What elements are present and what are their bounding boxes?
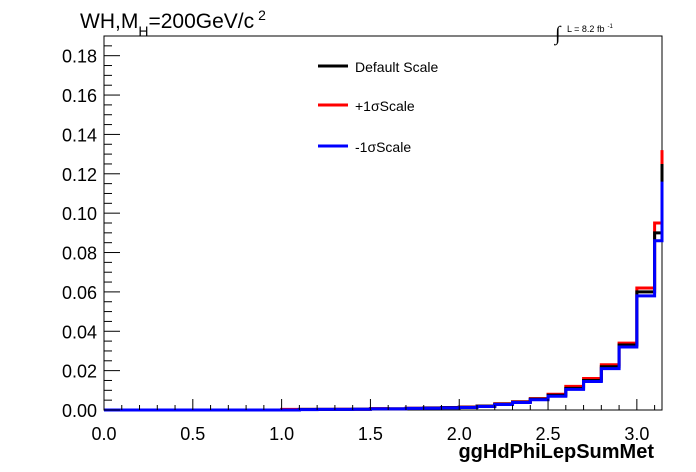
histogram-series-1 [104, 150, 664, 412]
y-tick-label: 0.14 [62, 125, 97, 145]
lumi-integral-sign: ∫ [553, 23, 562, 46]
chart-title: WH,MH=200GeV/c 2 [80, 7, 266, 39]
y-tick-label: 0.16 [62, 86, 97, 106]
y-tick-label: 0.18 [62, 47, 97, 67]
x-tick-label: 2.0 [447, 424, 472, 444]
y-axis: 0.00 0.02 0.04 0.06 0.08 0.10 0.12 0.14 0.16 0.18 [62, 35, 120, 421]
y-tick-label: 0.10 [62, 204, 97, 224]
histogram-series-2 [104, 181, 664, 412]
x-tick-label: 3.0 [624, 424, 649, 444]
histogram-series-layer [104, 150, 664, 412]
y-tick-label: 0.00 [62, 401, 97, 421]
x-tick-label: 1.5 [358, 424, 383, 444]
x-tick-label: 1.0 [269, 424, 294, 444]
plot-frame [103, 35, 663, 411]
legend-label-default: Default Scale [355, 59, 438, 75]
x-tick-label: 2.5 [536, 424, 561, 444]
x-tick-label: 0.0 [91, 424, 116, 444]
y-tick-label: 0.02 [62, 362, 97, 382]
x-axis: 0.0 0.5 1.0 1.5 2.0 2.5 3.0 [91, 399, 656, 444]
legend-label-plus1sigma: +1σScale [355, 98, 415, 114]
y-tick-label: 0.04 [62, 322, 97, 342]
x-axis-label: ggHdPhiLepSumMet [458, 441, 654, 463]
histogram-series-0 [104, 163, 664, 412]
lumi-label: L = 8.2 fb -1 [567, 24, 613, 34]
legend-label-minus1sigma: -1σScale [355, 139, 411, 155]
y-tick-label: 0.06 [62, 283, 97, 303]
y-tick-label: 0.08 [62, 244, 97, 264]
x-tick-label: 0.5 [180, 424, 205, 444]
y-tick-label: 0.12 [62, 165, 97, 185]
legend: Default Scale +1σScale -1σScale [318, 59, 438, 155]
